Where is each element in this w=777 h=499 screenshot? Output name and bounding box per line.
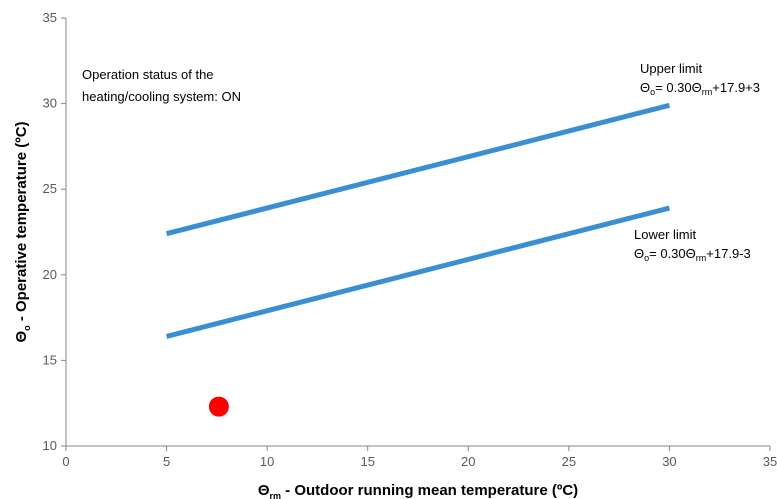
y-axis-subscript: o: [22, 325, 32, 331]
formula-lower-lhs-sub: o: [644, 253, 649, 263]
x-tick-label: 0: [62, 454, 69, 469]
x-tick-label: 5: [163, 454, 170, 469]
y-axis-text: - Operative temperature (ºC): [13, 121, 30, 325]
x-axis-symbol: Θ: [258, 482, 270, 499]
series-label-upper: Upper limit: [640, 61, 703, 76]
series-line-lower: [165, 205, 671, 339]
y-tick-label: 25: [43, 181, 57, 196]
formula-upper-post: +17.9+3: [712, 80, 760, 95]
y-tick-label: 15: [43, 352, 57, 367]
formula-upper-var-sub: rm: [702, 87, 713, 97]
y-ticks: 10 15 20 25 30 35: [43, 10, 66, 453]
formula-upper: Θo= 0.30Θrm+17.9+3: [640, 80, 760, 97]
x-tick-label: 15: [360, 454, 374, 469]
formula-upper-pre: = 0.30: [655, 80, 692, 95]
x-axis-text: - Outdoor running mean temperature (ºC): [281, 482, 578, 499]
x-axis-title: Θrm - Outdoor running mean temperature (…: [258, 482, 578, 499]
series-layer: [165, 102, 671, 339]
y-tick-label: 20: [43, 267, 57, 282]
axes: 10 15 20 25 30 35 0 5 10 15 20 25 30 35: [43, 10, 777, 469]
y-tick-label: 10: [43, 438, 57, 453]
points-layer: [208, 396, 229, 417]
annotation-line-2: heating/cooling system: ON: [82, 89, 241, 104]
x-axis-subscript: rm: [270, 491, 282, 499]
series-line-upper: [165, 102, 671, 237]
y-axis-title: Θo - Operative temperature (ºC): [13, 121, 32, 342]
formula-lower-pre: = 0.30: [649, 246, 686, 261]
data-point: [208, 396, 229, 417]
formula-lower-var-sub: rm: [696, 253, 707, 263]
formula-upper-lhs-sub: o: [650, 87, 655, 97]
x-tick-label: 25: [562, 454, 576, 469]
formula-lower-post: +17.9-3: [706, 246, 750, 261]
x-tick-label: 35: [763, 454, 777, 469]
y-tick-label: 30: [43, 96, 57, 111]
y-axis-symbol: Θ: [13, 331, 30, 343]
x-tick-label: 20: [461, 454, 475, 469]
x-tick-label: 30: [662, 454, 676, 469]
annotation-line-1: Operation status of the: [82, 67, 214, 82]
formula-lower: Θo= 0.30Θrm+17.9-3: [634, 246, 751, 263]
x-tick-label: 10: [260, 454, 274, 469]
y-tick-label: 35: [43, 10, 57, 25]
series-label-lower: Lower limit: [634, 227, 697, 242]
x-ticks: 0 5 10 15 20 25 30 35: [62, 446, 777, 469]
